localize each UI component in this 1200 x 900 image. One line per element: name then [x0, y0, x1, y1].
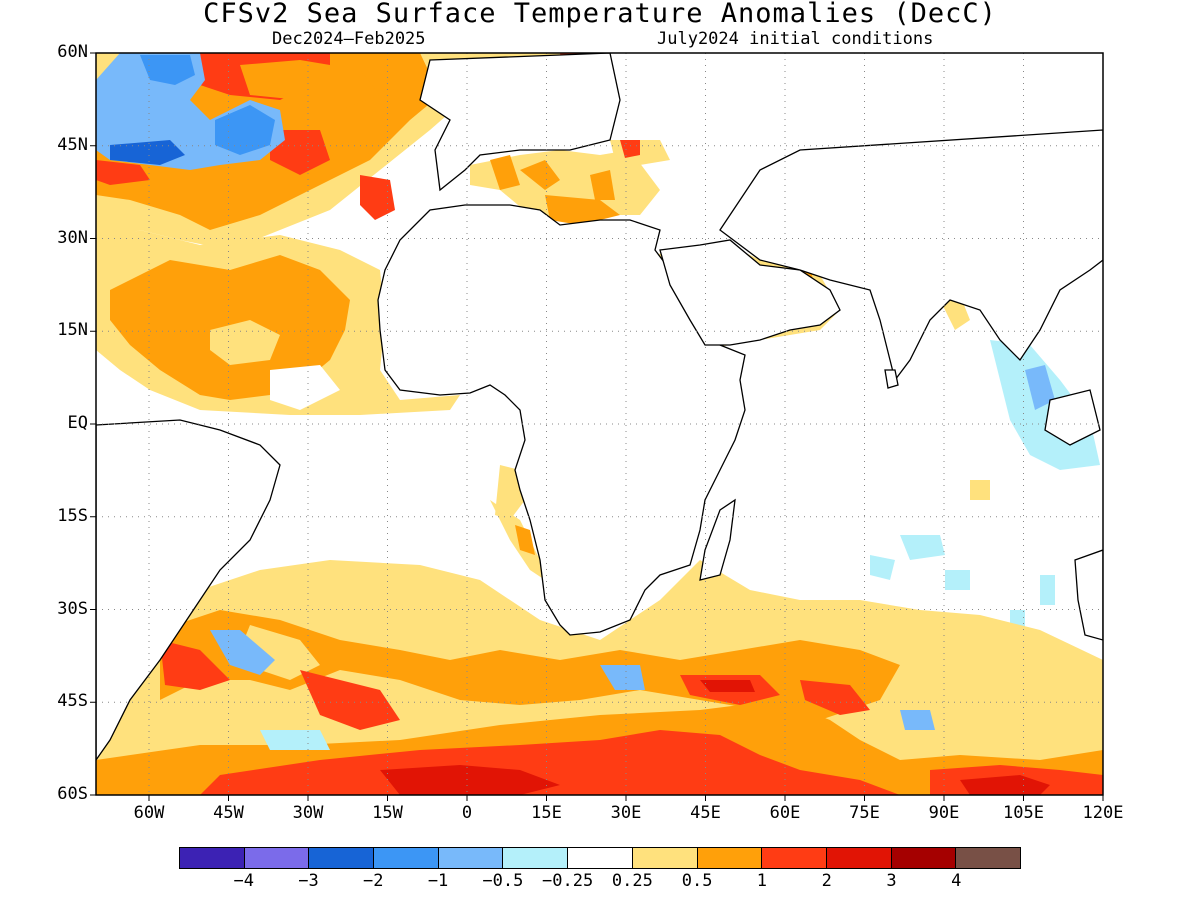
anomaly-region	[270, 130, 330, 175]
lat-tick-label: 45N	[57, 134, 88, 155]
anomaly-region	[1040, 575, 1055, 605]
lon-tick-label: 60E	[769, 803, 801, 823]
anomaly-region	[520, 160, 560, 190]
forecast-period: Dec2024–Feb2025	[272, 29, 426, 49]
anomaly-region	[870, 555, 895, 580]
colorbar-label: 1	[756, 871, 768, 891]
colorbar	[179, 847, 1021, 869]
lon-tick-label: 15W	[372, 803, 403, 823]
colorbar-label: −3	[298, 871, 319, 891]
colorbar-swatch	[891, 848, 957, 868]
lat-tick-label: 45S	[57, 691, 88, 712]
colorbar-label: 0.5	[681, 871, 713, 891]
anomaly-region	[360, 175, 395, 220]
lon-tick-label: 90E	[928, 803, 960, 823]
anomaly-region	[515, 525, 535, 555]
colorbar-swatch	[826, 848, 892, 868]
anomaly-region	[270, 365, 340, 410]
anomaly-region	[210, 630, 275, 675]
colorbar-swatch	[632, 848, 698, 868]
europe-outline	[419, 53, 621, 192]
colorbar-swatch	[309, 848, 375, 868]
anomaly-region	[970, 480, 990, 500]
land-masses	[96, 53, 1103, 762]
lat-tick-label: 60N	[57, 42, 88, 62]
colorbar-swatch	[438, 848, 504, 868]
lon-tick-label: 120E	[1082, 803, 1124, 823]
colorbar-swatch	[180, 848, 245, 868]
south-america-outline	[96, 419, 281, 762]
anomaly-region	[160, 640, 230, 690]
map-title: CFSv2 Sea Surface Temperature Anomalies …	[203, 0, 997, 29]
anomaly-region	[240, 60, 380, 110]
colorbar-swatch	[244, 848, 310, 868]
south-asia-outline	[719, 129, 1103, 382]
anomaly-region	[590, 170, 615, 200]
lat-tick-label: 30S	[57, 598, 88, 619]
lon-tick-label: 60W	[133, 803, 165, 823]
anomaly-region	[300, 670, 400, 730]
colorbar-label: −4	[233, 871, 254, 891]
lon-tick-label: 45W	[213, 803, 244, 823]
anomaly-region	[945, 570, 970, 590]
colorbar-label: −0.5	[482, 871, 524, 891]
anomaly-region	[620, 140, 640, 158]
lon-tick-label: 30E	[610, 803, 642, 823]
colorbar-swatch	[956, 848, 1020, 868]
anomaly-region	[800, 680, 870, 715]
anomaly-region	[210, 320, 280, 365]
australia-outline	[1074, 549, 1103, 641]
africa-eurasia-outline	[377, 204, 746, 636]
lon-tick-label: 105E	[1003, 803, 1044, 823]
colorbar-label: 3	[886, 871, 897, 891]
anomaly-region	[900, 535, 945, 560]
sri-lanka-outline	[884, 369, 899, 389]
lat-tick-label: EQ	[67, 413, 88, 433]
madagascar-outline	[699, 498, 736, 581]
colorbar-swatch	[503, 848, 569, 868]
colorbar-label: 2	[821, 871, 832, 891]
arabia-outline	[659, 239, 841, 346]
colorbar-label: −1	[427, 871, 449, 891]
lon-tick-label: 0	[461, 803, 473, 823]
colorbar-label: 0.25	[611, 871, 653, 891]
initial-conditions: July2024 initial conditions	[657, 29, 934, 49]
lon-tick-label: 15E	[531, 803, 562, 823]
anomaly-region	[215, 105, 275, 155]
map-grid	[96, 53, 1103, 795]
colorbar-swatch	[762, 848, 827, 868]
lat-tick-label: 60S	[57, 784, 88, 804]
anomaly-region	[470, 150, 660, 220]
lon-tick-label: 30W	[292, 803, 324, 823]
lat-tick-label: 15N	[57, 320, 88, 341]
lon-tick-label: 75E	[849, 803, 880, 823]
colorbar-swatch	[568, 848, 633, 868]
anomaly-region	[700, 680, 755, 692]
anomaly-region	[900, 710, 935, 730]
anomaly-region	[960, 775, 1050, 795]
colorbar-label: −2	[363, 871, 384, 891]
anomaly-region	[1025, 365, 1055, 410]
anomaly-region	[490, 155, 520, 190]
anomaly-region	[600, 665, 645, 690]
lon-tick-label: 45E	[690, 803, 721, 823]
colorbar-label: −0.25	[542, 871, 594, 891]
lat-tick-label: 30N	[57, 227, 88, 248]
colorbar-swatch	[374, 848, 439, 868]
colorbar-label: 4	[951, 871, 962, 891]
borneo-outline	[1044, 389, 1101, 446]
anomaly-region	[110, 140, 185, 165]
anomaly-region	[200, 730, 900, 795]
anomaly-region	[96, 160, 150, 185]
anomaly-region	[140, 55, 195, 85]
lat-tick-label: 15S	[57, 505, 88, 526]
colorbar-swatch	[697, 848, 763, 868]
anomaly-region	[260, 730, 330, 750]
anomaly-region	[380, 765, 560, 795]
anomaly-region	[490, 500, 545, 580]
anomaly-region	[545, 195, 620, 225]
